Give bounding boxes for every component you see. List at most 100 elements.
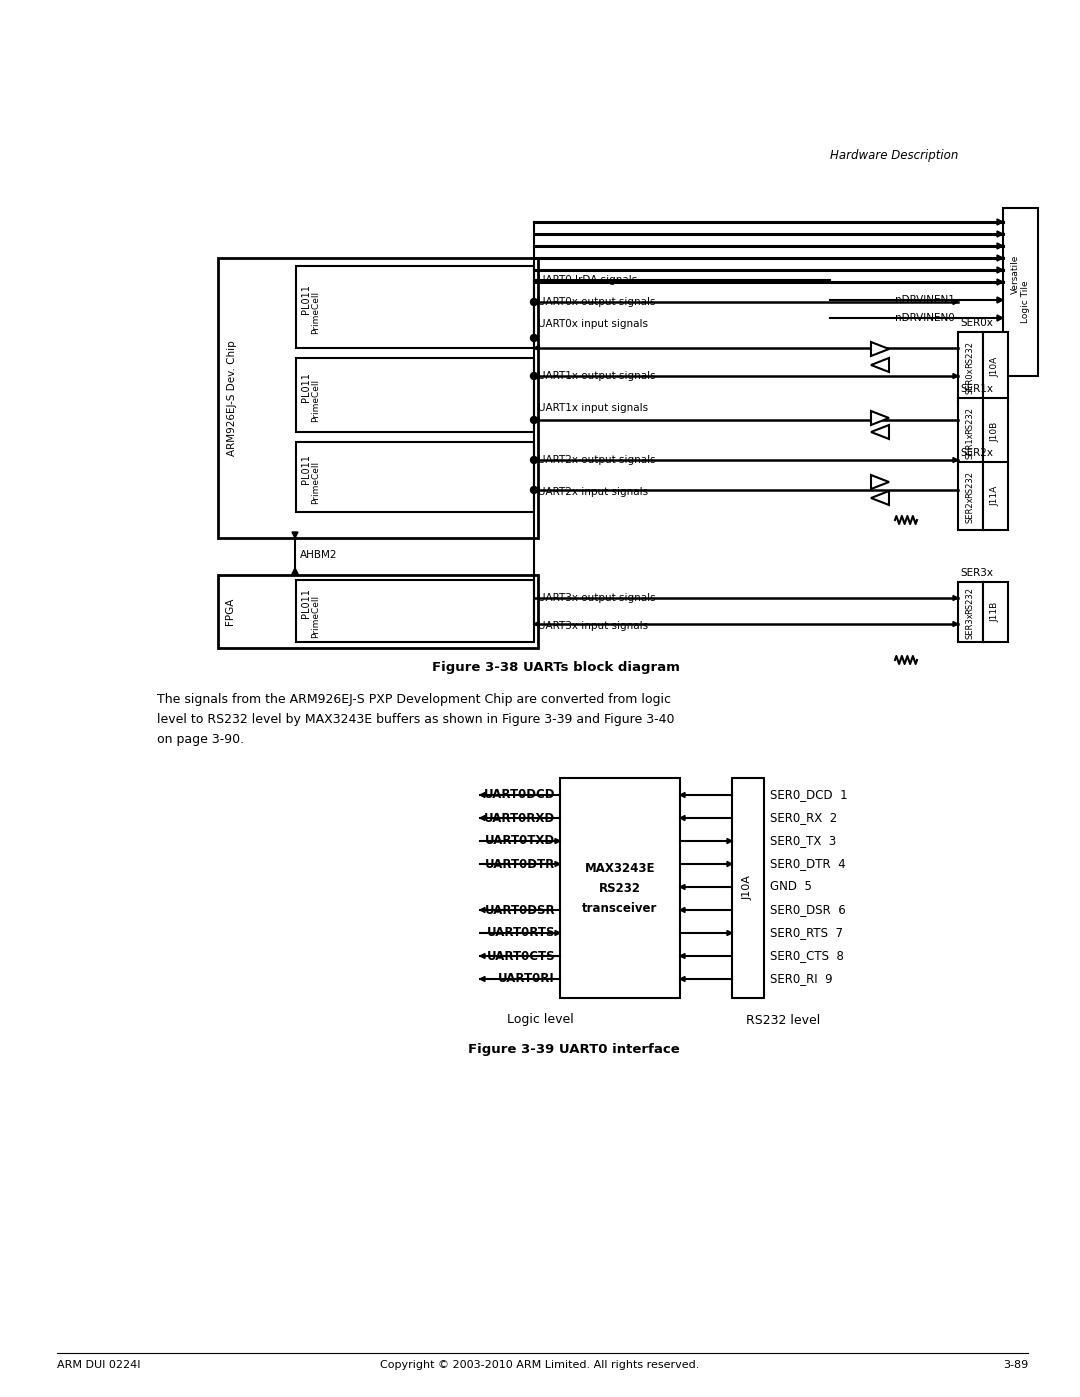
Bar: [296, 358, 534, 432]
Text: RS232: RS232: [966, 587, 974, 613]
Polygon shape: [997, 298, 1003, 303]
Text: The signals from the ARM926EJ-S PXP Development Chip are converted from logic: The signals from the ARM926EJ-S PXP Deve…: [157, 693, 671, 707]
Text: PrimeCell: PrimeCell: [311, 461, 321, 503]
Polygon shape: [870, 475, 889, 489]
Polygon shape: [292, 532, 298, 538]
Text: SER1x: SER1x: [960, 384, 993, 394]
Circle shape: [530, 457, 538, 464]
Text: J10A: J10A: [990, 356, 999, 377]
Text: Copyright © 2003-2010 ARM Limited. All rights reserved.: Copyright © 2003-2010 ARM Limited. All r…: [380, 1361, 700, 1370]
Text: UART0x input signals: UART0x input signals: [538, 319, 648, 330]
Text: SER0_RI  9: SER0_RI 9: [770, 972, 833, 985]
Polygon shape: [292, 569, 298, 574]
Text: UART3x output signals: UART3x output signals: [538, 592, 656, 604]
Polygon shape: [997, 243, 1003, 249]
Circle shape: [530, 373, 538, 380]
Polygon shape: [680, 792, 685, 798]
Text: level to RS232 level by MAX3243E buffers as shown in Figure 3-39 and Figure 3-40: level to RS232 level by MAX3243E buffers…: [157, 714, 675, 726]
Text: FPGA: FPGA: [225, 598, 235, 624]
Bar: [958, 462, 983, 529]
Polygon shape: [870, 342, 889, 356]
Text: Hardware Description: Hardware Description: [831, 148, 958, 162]
Text: SER3x: SER3x: [960, 569, 993, 578]
Text: PL011: PL011: [301, 372, 311, 402]
Text: transceiver: transceiver: [582, 901, 658, 915]
Text: PrimeCell: PrimeCell: [311, 379, 321, 422]
Polygon shape: [534, 488, 539, 493]
Polygon shape: [680, 816, 685, 820]
Text: nDRVINEN1: nDRVINEN1: [895, 295, 955, 305]
Polygon shape: [997, 267, 1003, 272]
Text: RS232 level: RS232 level: [746, 1013, 820, 1027]
Text: UART2x output signals: UART2x output signals: [538, 455, 656, 465]
Bar: [983, 583, 1008, 643]
Circle shape: [530, 486, 538, 493]
Text: UART2x input signals: UART2x input signals: [538, 488, 648, 497]
Text: RS232: RS232: [599, 882, 642, 894]
Text: SER3x: SER3x: [966, 613, 974, 640]
Polygon shape: [953, 595, 958, 601]
Text: SER0_RX  2: SER0_RX 2: [770, 812, 837, 824]
Text: Logic level: Logic level: [507, 1013, 573, 1027]
Text: ARM926EJ-S Dev. Chip: ARM926EJ-S Dev. Chip: [227, 339, 237, 455]
Text: ARM DUI 0224I: ARM DUI 0224I: [57, 1361, 140, 1370]
Text: GND  5: GND 5: [770, 880, 812, 894]
Text: UART0TXD: UART0TXD: [485, 834, 555, 848]
Polygon shape: [953, 299, 958, 305]
Polygon shape: [953, 457, 958, 462]
Polygon shape: [680, 908, 685, 912]
Polygon shape: [680, 977, 685, 982]
Polygon shape: [870, 411, 889, 425]
Text: Versatile: Versatile: [1011, 254, 1020, 293]
Text: 3-89: 3-89: [1002, 1361, 1028, 1370]
Text: SER0x: SER0x: [966, 367, 974, 394]
Bar: [983, 332, 1008, 402]
Polygon shape: [534, 622, 539, 626]
Text: SER0_RTS  7: SER0_RTS 7: [770, 926, 843, 940]
Text: J10A: J10A: [743, 876, 753, 901]
Polygon shape: [727, 838, 732, 844]
Text: UART0DSR: UART0DSR: [484, 904, 555, 916]
Text: UART0x output signals: UART0x output signals: [538, 298, 656, 307]
Bar: [218, 576, 538, 648]
Bar: [296, 265, 534, 348]
Polygon shape: [997, 219, 1003, 225]
Text: RS232: RS232: [966, 341, 974, 369]
Text: SER0_CTS  8: SER0_CTS 8: [770, 950, 843, 963]
Text: nDRVINEN0: nDRVINEN0: [895, 313, 955, 323]
Text: J11A: J11A: [990, 486, 999, 506]
Text: UART1x output signals: UART1x output signals: [538, 372, 656, 381]
Polygon shape: [555, 930, 561, 936]
Text: SER2x: SER2x: [960, 448, 993, 458]
Bar: [983, 462, 1008, 529]
Text: SER0_DTR  4: SER0_DTR 4: [770, 858, 846, 870]
Text: RS232: RS232: [966, 471, 974, 497]
Bar: [958, 398, 983, 467]
Text: J10B: J10B: [990, 422, 999, 441]
Text: UART0DCD: UART0DCD: [484, 788, 555, 802]
Polygon shape: [997, 231, 1003, 237]
Bar: [958, 332, 983, 402]
Bar: [958, 583, 983, 643]
Circle shape: [530, 416, 538, 423]
Polygon shape: [480, 954, 485, 958]
Text: SER1x: SER1x: [966, 433, 974, 460]
Text: UART0RXD: UART0RXD: [484, 812, 555, 824]
Circle shape: [530, 334, 538, 341]
Text: UART0RI: UART0RI: [498, 972, 555, 985]
Text: PL011: PL011: [301, 284, 311, 314]
Text: Figure 3-39 UART0 interface: Figure 3-39 UART0 interface: [469, 1044, 680, 1056]
Polygon shape: [727, 930, 732, 936]
Text: SER0_DSR  6: SER0_DSR 6: [770, 904, 846, 916]
Text: UART1x input signals: UART1x input signals: [538, 402, 648, 414]
Polygon shape: [480, 908, 485, 912]
Bar: [732, 778, 764, 997]
Text: SER0x: SER0x: [960, 319, 993, 328]
Polygon shape: [870, 425, 889, 439]
Polygon shape: [953, 373, 958, 379]
Text: RS232: RS232: [966, 407, 974, 433]
Bar: [561, 778, 680, 997]
Circle shape: [530, 299, 538, 306]
Polygon shape: [555, 838, 561, 844]
Polygon shape: [480, 977, 485, 982]
